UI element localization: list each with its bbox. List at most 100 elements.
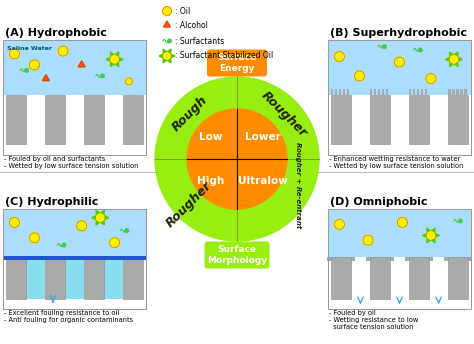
Polygon shape xyxy=(78,61,85,67)
Polygon shape xyxy=(110,52,113,56)
Circle shape xyxy=(125,78,132,85)
Text: (A) Hydrophobic: (A) Hydrophobic xyxy=(5,28,107,38)
Bar xyxy=(370,89,373,95)
Bar xyxy=(378,89,380,95)
Bar xyxy=(84,95,104,143)
Bar xyxy=(328,40,471,155)
Polygon shape xyxy=(450,52,453,56)
Polygon shape xyxy=(105,216,109,219)
Bar xyxy=(328,209,471,309)
Bar xyxy=(444,257,472,261)
Bar xyxy=(328,209,471,309)
Text: Surface
Morphology: Surface Morphology xyxy=(207,245,267,265)
Circle shape xyxy=(77,221,87,231)
Text: - Enhanced wetting resistance to water: - Enhanced wetting resistance to water xyxy=(329,156,460,162)
Polygon shape xyxy=(163,49,166,53)
Polygon shape xyxy=(106,58,109,61)
Circle shape xyxy=(9,49,19,59)
Text: : Surfactant Stabilized Oil: : Surfactant Stabilized Oil xyxy=(175,52,273,61)
Text: Low: Low xyxy=(199,131,223,141)
Text: Surface
Energy: Surface Energy xyxy=(218,53,256,73)
Text: : Oil: : Oil xyxy=(175,7,190,15)
Circle shape xyxy=(335,219,345,229)
Bar xyxy=(335,89,337,95)
Bar xyxy=(456,89,458,95)
Bar xyxy=(382,89,384,95)
Circle shape xyxy=(58,46,68,56)
Polygon shape xyxy=(96,221,99,225)
Circle shape xyxy=(109,238,119,248)
Polygon shape xyxy=(163,59,166,63)
Circle shape xyxy=(9,217,19,227)
Bar xyxy=(370,95,390,143)
Bar xyxy=(3,256,146,260)
Polygon shape xyxy=(168,59,171,63)
Circle shape xyxy=(62,243,65,247)
Text: - Wetted by low surface tension solution: - Wetted by low surface tension solution xyxy=(329,163,464,169)
Circle shape xyxy=(25,68,28,72)
Bar xyxy=(331,89,333,95)
Text: (D) Omniphobic: (D) Omniphobic xyxy=(330,197,428,207)
Polygon shape xyxy=(119,58,123,61)
Polygon shape xyxy=(446,58,449,61)
Bar xyxy=(3,40,146,95)
Bar xyxy=(366,257,394,261)
Polygon shape xyxy=(92,216,95,219)
Circle shape xyxy=(29,60,39,70)
Text: (B) Superhydrophobic: (B) Superhydrophobic xyxy=(330,28,467,38)
FancyBboxPatch shape xyxy=(207,50,267,76)
Bar xyxy=(386,89,388,95)
Polygon shape xyxy=(116,63,119,67)
Polygon shape xyxy=(168,49,171,53)
Text: Rougher: Rougher xyxy=(164,179,215,229)
Bar xyxy=(123,95,143,143)
Bar xyxy=(405,257,433,261)
Bar xyxy=(3,40,146,155)
Polygon shape xyxy=(96,210,99,214)
Circle shape xyxy=(163,7,172,15)
Circle shape xyxy=(125,229,128,233)
Circle shape xyxy=(383,45,386,49)
Bar xyxy=(3,40,146,155)
Circle shape xyxy=(426,74,436,84)
Bar xyxy=(26,257,45,299)
Bar xyxy=(409,89,411,95)
Text: Lower: Lower xyxy=(245,131,281,141)
Circle shape xyxy=(95,213,105,223)
Bar xyxy=(374,89,376,95)
Text: (C) Hydrophilic: (C) Hydrophilic xyxy=(5,197,99,207)
Text: - Fouled by oil: - Fouled by oil xyxy=(329,310,376,316)
Text: High: High xyxy=(197,176,225,186)
Polygon shape xyxy=(422,234,426,237)
Polygon shape xyxy=(116,52,119,56)
Bar xyxy=(417,89,419,95)
Bar xyxy=(452,89,455,95)
Bar xyxy=(339,89,341,95)
Text: : Alcohol: : Alcohol xyxy=(175,21,208,31)
Bar xyxy=(328,209,471,257)
Bar xyxy=(343,89,345,95)
Bar xyxy=(413,89,415,95)
Bar xyxy=(448,257,468,299)
Polygon shape xyxy=(43,75,49,80)
Bar xyxy=(45,95,65,143)
Bar xyxy=(331,257,351,299)
Polygon shape xyxy=(432,239,435,243)
Text: - Fouled by oil and surfactants: - Fouled by oil and surfactants xyxy=(4,156,105,162)
Polygon shape xyxy=(432,228,435,232)
Circle shape xyxy=(458,219,462,223)
Bar xyxy=(328,40,471,155)
Text: Rough: Rough xyxy=(169,94,210,134)
Polygon shape xyxy=(110,63,113,67)
Text: surface tension solution: surface tension solution xyxy=(329,324,413,330)
Circle shape xyxy=(100,74,104,78)
Bar xyxy=(45,257,65,299)
Text: Saline Water: Saline Water xyxy=(7,46,52,51)
Bar xyxy=(3,209,146,309)
Polygon shape xyxy=(450,63,453,67)
Circle shape xyxy=(168,39,171,43)
Text: - Wetted by low surface tension solution: - Wetted by low surface tension solution xyxy=(4,163,138,169)
FancyBboxPatch shape xyxy=(204,241,270,269)
Text: Rougher + Re-entrant: Rougher + Re-entrant xyxy=(295,142,301,228)
Bar xyxy=(3,209,146,309)
